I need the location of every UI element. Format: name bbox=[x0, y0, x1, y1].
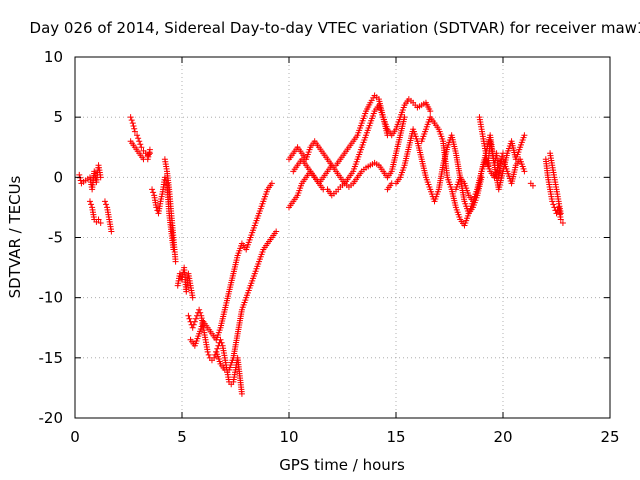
data-points bbox=[76, 92, 566, 397]
data-point bbox=[191, 318, 198, 325]
data-point bbox=[172, 258, 179, 265]
data-point bbox=[137, 141, 144, 148]
data-point bbox=[149, 186, 156, 193]
data-point bbox=[197, 309, 204, 316]
data-point bbox=[146, 146, 153, 153]
x-tick-label: 10 bbox=[279, 428, 298, 446]
data-point bbox=[136, 138, 143, 145]
x-tick-label: 20 bbox=[493, 428, 512, 446]
data-point bbox=[128, 117, 135, 124]
x-tick-label: 25 bbox=[600, 428, 619, 446]
data-point bbox=[150, 189, 157, 196]
y-tick-label: 0 bbox=[53, 168, 63, 186]
data-point bbox=[130, 122, 137, 129]
data-point bbox=[521, 132, 528, 139]
series-trace-g bbox=[161, 156, 179, 265]
y-axis-ticks: -20 -15 -10 -5 0 5 10 bbox=[39, 48, 610, 427]
data-point bbox=[185, 312, 192, 319]
data-point bbox=[211, 354, 218, 361]
data-point bbox=[138, 144, 145, 151]
data-point bbox=[95, 216, 102, 223]
chart-title: Day 026 of 2014, Sidereal Day-to-day VTE… bbox=[30, 19, 640, 37]
data-point bbox=[129, 120, 136, 127]
y-tick-label: 10 bbox=[44, 48, 63, 66]
y-tick-label: -15 bbox=[39, 349, 64, 367]
series-trace-b bbox=[86, 198, 104, 227]
series-trace-r bbox=[476, 114, 506, 181]
y-axis-label: SDTVAR / TECUs bbox=[6, 175, 24, 298]
data-point bbox=[86, 198, 93, 205]
data-point bbox=[427, 108, 434, 115]
series-trace-k bbox=[213, 228, 280, 373]
data-point bbox=[190, 321, 197, 328]
x-axis-ticks: 0 5 10 15 20 25 bbox=[70, 57, 620, 446]
data-point bbox=[97, 174, 104, 181]
data-point bbox=[401, 114, 408, 121]
data-point bbox=[97, 220, 104, 227]
data-point bbox=[153, 204, 160, 211]
data-point bbox=[550, 201, 557, 208]
data-point bbox=[186, 315, 193, 322]
data-point bbox=[108, 228, 115, 235]
data-point bbox=[192, 315, 199, 322]
data-point bbox=[273, 228, 280, 235]
data-point bbox=[214, 345, 221, 352]
data-point bbox=[205, 351, 212, 358]
data-point bbox=[549, 198, 556, 205]
data-point bbox=[557, 210, 564, 217]
data-point bbox=[196, 306, 203, 313]
data-point bbox=[131, 128, 138, 135]
y-tick-label: -10 bbox=[39, 289, 64, 307]
x-tick-label: 0 bbox=[70, 428, 80, 446]
data-point bbox=[557, 216, 564, 223]
data-point bbox=[218, 339, 225, 346]
series-trace-e bbox=[127, 138, 153, 163]
data-point bbox=[127, 114, 134, 121]
x-tick-label: 15 bbox=[386, 428, 405, 446]
data-point bbox=[529, 182, 536, 189]
series-trace-a bbox=[76, 162, 104, 193]
data-point bbox=[498, 153, 505, 160]
data-point bbox=[131, 125, 138, 132]
data-point bbox=[500, 150, 506, 157]
x-tick-label: 5 bbox=[177, 428, 187, 446]
data-point bbox=[176, 270, 183, 277]
data-point bbox=[559, 220, 566, 227]
y-tick-label: 5 bbox=[53, 108, 63, 126]
data-point bbox=[238, 390, 245, 397]
y-tick-label: -20 bbox=[39, 409, 64, 427]
series-trace-c bbox=[101, 198, 115, 235]
series-trace-s bbox=[527, 180, 536, 189]
data-point bbox=[189, 294, 196, 301]
y-tick-label: -5 bbox=[48, 229, 63, 247]
series-trace-n bbox=[290, 114, 408, 199]
series-trace-h bbox=[174, 264, 196, 301]
data-point bbox=[88, 201, 95, 208]
data-point bbox=[497, 156, 504, 163]
series-trace-i bbox=[185, 306, 245, 397]
data-point bbox=[101, 198, 108, 205]
data-point bbox=[134, 132, 141, 139]
data-point bbox=[268, 180, 275, 187]
series-trace-t bbox=[542, 156, 566, 227]
series-trace-j bbox=[187, 180, 275, 349]
data-point bbox=[103, 201, 110, 208]
data-point bbox=[135, 135, 142, 142]
grid-lines bbox=[75, 57, 610, 418]
series-trace-u bbox=[547, 150, 564, 217]
x-axis-label: GPS time / hours bbox=[279, 456, 405, 474]
data-point bbox=[521, 168, 528, 175]
data-point bbox=[204, 348, 211, 355]
data-point bbox=[189, 324, 196, 331]
